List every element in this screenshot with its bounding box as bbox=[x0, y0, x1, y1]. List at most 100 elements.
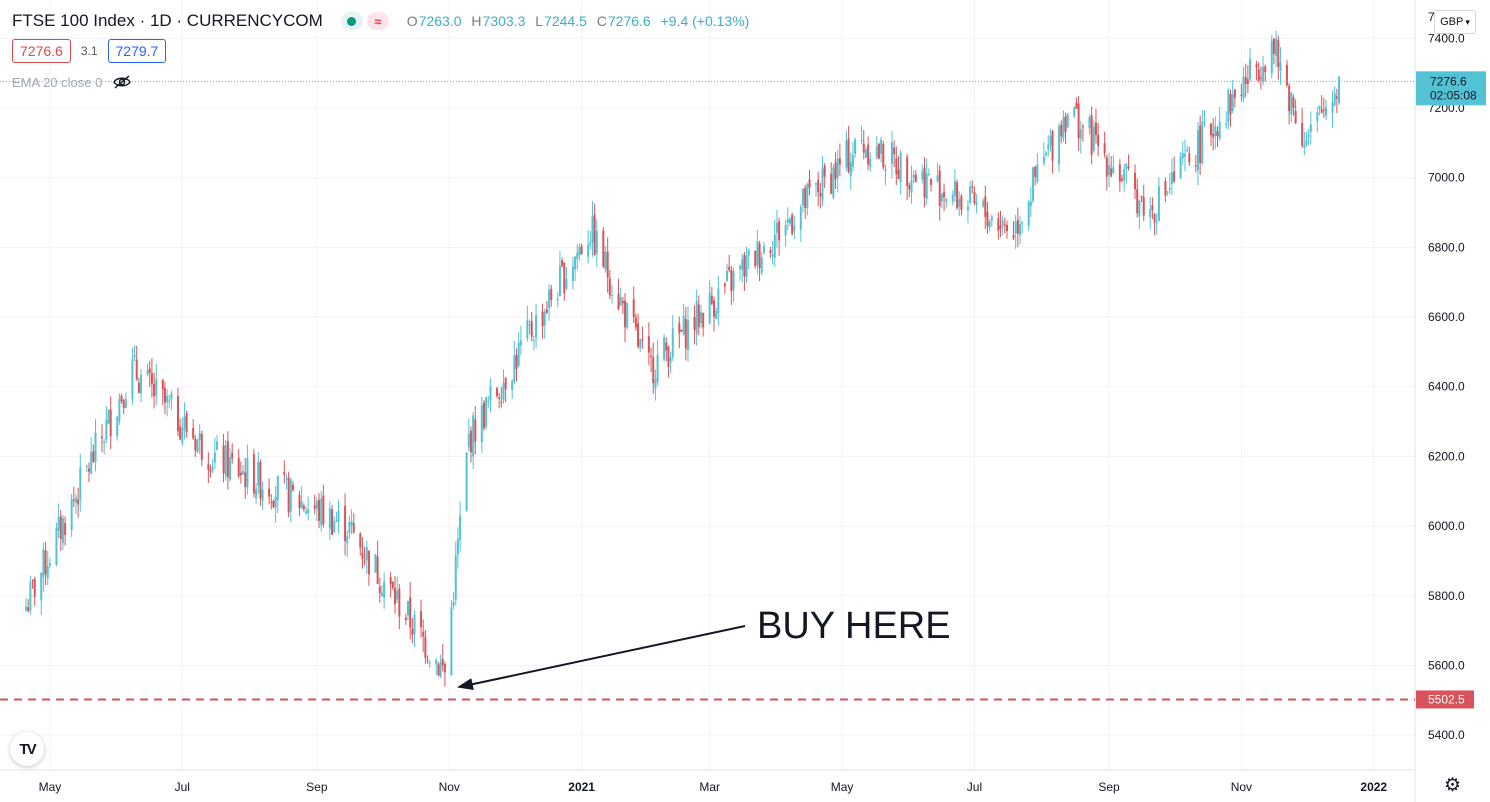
candle-body bbox=[535, 315, 538, 338]
data-delay-icon[interactable]: ≈ bbox=[366, 12, 389, 30]
symbol-title[interactable]: FTSE 100 Index · 1D · CURRENCYCOM bbox=[12, 11, 323, 30]
candle-body bbox=[1303, 144, 1306, 148]
candle-body bbox=[344, 505, 347, 541]
candle-body bbox=[558, 265, 561, 297]
candle-body bbox=[1066, 113, 1069, 128]
candle-body bbox=[656, 354, 659, 382]
time-tick-label: May bbox=[39, 780, 62, 794]
candle-body bbox=[276, 475, 279, 500]
candle-body bbox=[1199, 125, 1202, 164]
candle-body bbox=[469, 430, 472, 453]
candle-body bbox=[1264, 66, 1267, 73]
indicator-legend[interactable]: EMA 20 close 0 bbox=[12, 74, 132, 90]
market-open-icon[interactable] bbox=[340, 12, 363, 30]
candle-body bbox=[1032, 167, 1035, 201]
candle-body bbox=[291, 484, 294, 491]
candle-body bbox=[365, 546, 368, 561]
candle-body bbox=[697, 304, 700, 327]
candle-body bbox=[702, 312, 705, 328]
candle-body bbox=[1034, 166, 1037, 178]
candle-body bbox=[686, 320, 689, 351]
price-axis[interactable]: 5400.0 5600.0 5800.0 6000.0 6200.0 6400.0 6600… bbox=[1428, 31, 1465, 742]
candle-body bbox=[730, 270, 733, 292]
ema-label: EMA 20 close 0 bbox=[12, 74, 103, 90]
candle-body bbox=[85, 465, 88, 467]
candle-body bbox=[832, 167, 835, 198]
candle-body bbox=[1047, 144, 1050, 150]
candle-body bbox=[1112, 167, 1115, 174]
candle-body bbox=[1073, 107, 1076, 117]
candle-body bbox=[1277, 39, 1280, 67]
time-tick-label: Jul bbox=[175, 780, 190, 794]
candle-body bbox=[969, 186, 972, 203]
candle-body bbox=[363, 561, 366, 563]
candle-body bbox=[57, 517, 60, 531]
price-tick-label: 6000.0 bbox=[1428, 519, 1465, 533]
candle-body bbox=[207, 463, 210, 470]
candle-body bbox=[511, 380, 514, 390]
candle-body bbox=[821, 168, 824, 201]
candle-body bbox=[997, 218, 1000, 231]
time-axis[interactable]: May Jul Sep Nov 2021 Mar May Jul Sep Nov 2022 bbox=[39, 780, 1388, 794]
candle-body bbox=[984, 196, 987, 217]
candle-body bbox=[346, 536, 349, 544]
candle-body bbox=[163, 388, 166, 403]
buy-price-button[interactable]: 7279.7 bbox=[107, 39, 167, 63]
candle-body bbox=[678, 323, 681, 334]
candle-body bbox=[198, 433, 201, 441]
eye-off-icon[interactable] bbox=[112, 74, 132, 90]
candle-body bbox=[717, 288, 720, 314]
candle-body bbox=[799, 206, 802, 230]
candle-body bbox=[285, 478, 288, 480]
high-label: H bbox=[471, 13, 482, 29]
candle-body bbox=[331, 509, 334, 535]
candle-body bbox=[624, 300, 627, 328]
candle-body bbox=[561, 260, 564, 266]
candle-body bbox=[587, 244, 590, 257]
candle-body bbox=[1181, 153, 1184, 158]
gear-icon[interactable]: ⚙ bbox=[1444, 775, 1462, 796]
candle-body bbox=[181, 427, 184, 443]
candle-body bbox=[374, 554, 377, 573]
candle-body bbox=[261, 489, 264, 501]
candle-body bbox=[289, 479, 292, 512]
candle-body bbox=[938, 170, 941, 207]
candle-body bbox=[988, 221, 991, 228]
candle-body bbox=[743, 255, 746, 277]
last-price-tag: 7276.6 02:05:08 bbox=[1416, 71, 1486, 106]
sell-price-button[interactable]: 7276.6 bbox=[12, 39, 71, 63]
candle-body bbox=[788, 218, 791, 224]
candle-body bbox=[211, 466, 214, 470]
candle-body bbox=[33, 579, 36, 598]
candle-body bbox=[914, 174, 917, 182]
candle-body bbox=[1097, 134, 1100, 146]
candle-body bbox=[864, 149, 867, 158]
candle-body bbox=[422, 631, 425, 637]
candle-body bbox=[1242, 77, 1245, 99]
currency-selector[interactable]: GBP ▾ bbox=[1434, 10, 1476, 34]
candle-body bbox=[320, 498, 323, 525]
low-value: 7244.5 bbox=[544, 13, 587, 29]
candle-body bbox=[40, 572, 43, 601]
candle-body bbox=[1064, 116, 1067, 132]
candle-body bbox=[1036, 164, 1039, 182]
candle-body bbox=[836, 158, 839, 178]
candle-body bbox=[845, 140, 848, 168]
candle-body bbox=[146, 370, 149, 375]
candle-body bbox=[103, 441, 106, 444]
candle-body bbox=[1285, 64, 1288, 86]
candle-body bbox=[1188, 153, 1191, 163]
candle-body bbox=[1203, 121, 1206, 123]
candle-body bbox=[893, 147, 896, 155]
candle-body bbox=[1107, 165, 1110, 175]
candle-body bbox=[747, 250, 750, 256]
candle-body bbox=[226, 440, 229, 478]
candle-body bbox=[1136, 189, 1139, 214]
tradingview-logo-icon[interactable]: TV bbox=[10, 732, 44, 766]
candle-body bbox=[1075, 102, 1078, 109]
price-tick-label: 6600.0 bbox=[1428, 310, 1465, 324]
price-tick-label: 6200.0 bbox=[1428, 449, 1465, 463]
candle-body bbox=[185, 413, 188, 433]
candle-body bbox=[92, 451, 95, 462]
